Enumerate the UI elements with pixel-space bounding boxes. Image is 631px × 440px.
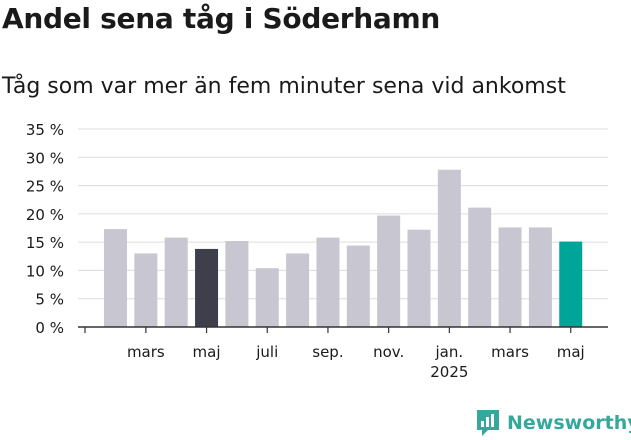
- y-tick-label: 35 %: [26, 121, 64, 139]
- bar: [316, 237, 340, 327]
- bar-chart: 0 % 5 % 10 % 15 % 20 % 25 % 30 % 35 % mars maj ju…: [26, 121, 608, 381]
- bar: [134, 253, 158, 327]
- bar: [528, 227, 552, 327]
- y-tick-label: 25 %: [26, 178, 64, 196]
- bar: [346, 245, 370, 327]
- chart-subtitle: Tåg som var mer än fem minuter sena vid …: [2, 74, 566, 99]
- y-tick-label: 10 %: [26, 262, 64, 280]
- bar: [559, 241, 583, 327]
- newsworthy-logo-text: Newsworthy: [507, 412, 631, 434]
- x-tick-label: jan.: [435, 343, 464, 361]
- y-tick-label: 15 %: [26, 234, 64, 252]
- x-tick-label: sep.: [312, 343, 343, 361]
- y-tick-label: 20 %: [26, 206, 64, 224]
- newsworthy-logo[interactable]: Newsworthy: [475, 406, 631, 440]
- x-axis-labels: mars maj juli sep. nov. jan. 2025 mars maj: [127, 343, 585, 381]
- bar: [407, 229, 431, 327]
- bar: [164, 237, 188, 327]
- gridlines: [78, 128, 608, 300]
- bar: [195, 248, 219, 327]
- bar: [104, 229, 127, 327]
- x-tick-label: mars: [491, 343, 529, 361]
- x-tick-label: juli: [255, 343, 278, 361]
- bar: [255, 268, 279, 327]
- bar: [286, 253, 310, 327]
- bar: [468, 207, 492, 327]
- bars: [104, 169, 583, 327]
- y-axis-labels: 0 % 5 % 10 % 15 % 20 % 25 % 30 % 35 %: [26, 121, 64, 337]
- x-tick-label: mars: [127, 343, 165, 361]
- x-tick-label: maj: [193, 343, 221, 361]
- y-tick-label: 0 %: [35, 319, 64, 337]
- bar: [498, 227, 522, 327]
- bar: [225, 241, 249, 327]
- y-tick-label: 30 %: [26, 149, 64, 167]
- newsworthy-logo-icon: [477, 410, 499, 436]
- x-tick-label: maj: [557, 343, 585, 361]
- x-axis: [78, 326, 608, 333]
- bar: [437, 169, 461, 327]
- bar: [377, 215, 401, 327]
- x-tick-sublabel: 2025: [430, 363, 468, 381]
- x-tick-label: nov.: [373, 343, 404, 361]
- y-tick-label: 5 %: [35, 291, 64, 309]
- chart-title: Andel sena tåg i Söderhamn: [2, 2, 441, 35]
